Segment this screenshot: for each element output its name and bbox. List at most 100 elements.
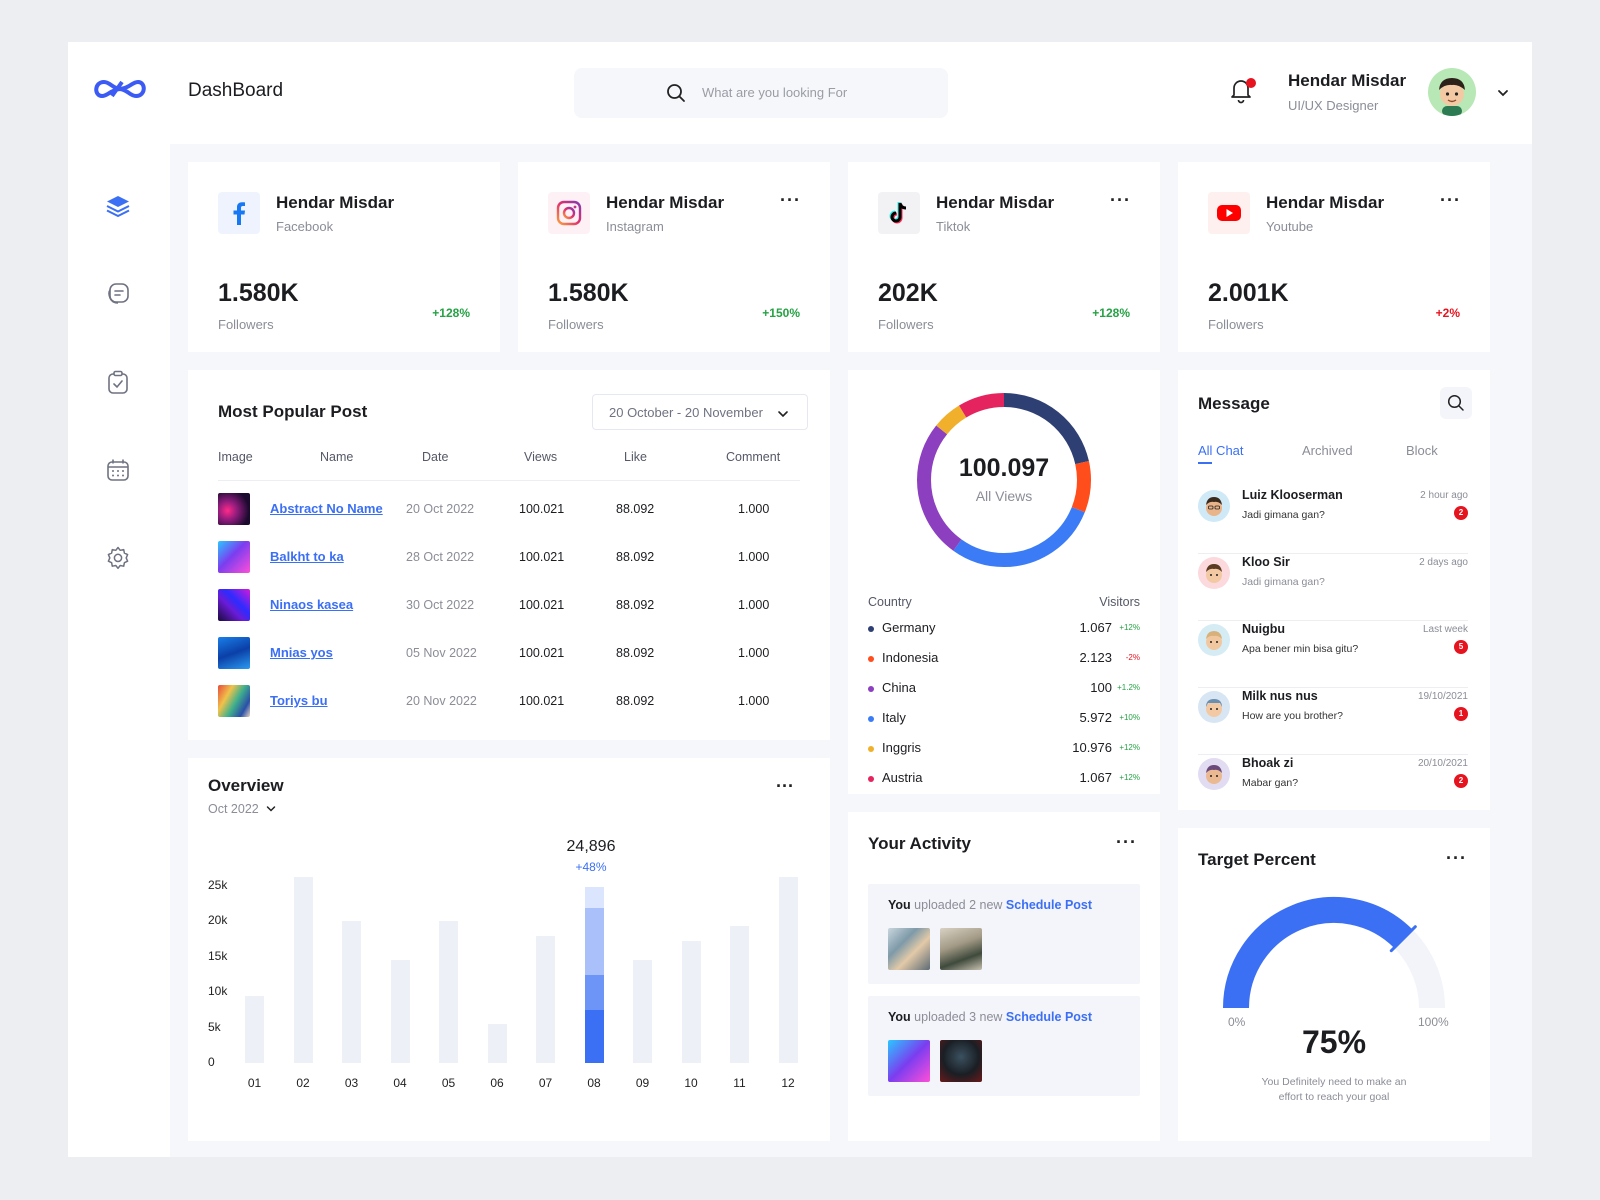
schedule-post-link[interactable]: Schedule Post: [1005, 898, 1093, 912]
activity-photo[interactable]: [940, 1040, 982, 1082]
tab-block[interactable]: Block: [1406, 443, 1438, 458]
bar-02[interactable]: [293, 877, 313, 1063]
y-tick-label: 10k: [208, 984, 228, 999]
more-options-icon[interactable]: ···: [780, 190, 801, 210]
calendar-icon[interactable]: [102, 454, 134, 486]
tab-all-chat[interactable]: All Chat: [1198, 443, 1244, 458]
message-item[interactable]: Bhoak zi Mabar gan? 20/10/2021 2: [1198, 756, 1468, 806]
avatar: [1198, 691, 1230, 723]
column-header-image: Image: [218, 450, 253, 464]
post-likes: 88.092: [616, 598, 655, 612]
message-item[interactable]: Luiz Klooserman Jadi gimana gan? 2 hour …: [1198, 488, 1468, 554]
chevron-down-icon[interactable]: [1496, 85, 1510, 103]
layers-icon[interactable]: [102, 190, 134, 222]
notification-bell-icon[interactable]: [1229, 76, 1253, 109]
column-header-views: Views: [524, 450, 558, 464]
x-tick-label: 04: [393, 1076, 407, 1090]
post-comments: 1.000: [738, 598, 770, 612]
post-name-link[interactable]: Mnias yos: [270, 645, 333, 660]
bar-09[interactable]: [633, 960, 652, 1063]
brand-logo[interactable]: [92, 76, 148, 107]
more-options-icon[interactable]: ···: [1116, 832, 1137, 852]
more-options-icon[interactable]: ···: [1110, 190, 1131, 210]
legend-dot: [868, 656, 874, 662]
message-time: Last week: [1422, 624, 1468, 635]
search-bar[interactable]: What are you looking For: [574, 68, 948, 118]
message-item[interactable]: Kloo Sir Jadi gimana gan? 2 days ago: [1198, 555, 1468, 621]
message-preview: How are you brother?: [1242, 710, 1343, 722]
bar-03[interactable]: [342, 921, 361, 1063]
bar-05[interactable]: [439, 921, 458, 1063]
message-item[interactable]: Milk nus nus How are you brother? 19/10/…: [1198, 689, 1468, 755]
avatar[interactable]: [1428, 68, 1476, 116]
gauge-max-label: 100%: [1418, 1015, 1449, 1029]
activity-item[interactable]: You uploaded 3 new Schedule Post: [868, 996, 1140, 1096]
period-label: Oct 2022: [208, 802, 259, 816]
country-visitors: 10.976: [1072, 740, 1112, 755]
activity-photo[interactable]: [888, 928, 930, 970]
bar-10[interactable]: [681, 941, 701, 1063]
date-range-picker[interactable]: 20 October - 20 November: [592, 394, 808, 430]
column-header-comment: Comment: [726, 450, 781, 464]
legend-dot: [868, 626, 874, 632]
bar-04[interactable]: [390, 960, 410, 1063]
post-name-link[interactable]: Ninaos kasea: [270, 597, 354, 612]
x-tick-label: 12: [781, 1076, 795, 1090]
target-note-line2: effort to reach your goal: [1278, 1091, 1390, 1103]
period-dropdown[interactable]: Oct 2022: [208, 802, 276, 816]
post-date: 20 Oct 2022: [406, 502, 475, 516]
more-options-icon[interactable]: ···: [776, 776, 794, 796]
message-sender: Milk nus nus: [1242, 689, 1318, 703]
bar-06[interactable]: [487, 1024, 507, 1063]
settings-gear-icon[interactable]: [102, 542, 134, 574]
chat-sticker-icon[interactable]: [102, 278, 134, 310]
social-card-youtube: Hendar Misdar Youtube ··· 2.001K Followe…: [1178, 162, 1490, 352]
social-platform: Facebook: [276, 219, 334, 234]
activity-photo[interactable]: [940, 928, 982, 970]
message-card: Message All Chat Archived Block Luiz Klo…: [1178, 370, 1490, 810]
message-item[interactable]: Nuigbu Apa bener min bisa gitu? Last wee…: [1198, 622, 1468, 688]
post-name-link[interactable]: Balkht to ka: [270, 549, 344, 564]
legend-dot: [868, 716, 874, 722]
country-change: +12%: [1119, 773, 1140, 782]
post-likes: 88.092: [616, 694, 655, 708]
bar-12[interactable]: [778, 877, 798, 1063]
bar-11[interactable]: [730, 926, 749, 1063]
column-header-like: Like: [624, 450, 647, 464]
more-options-icon[interactable]: ···: [1446, 848, 1467, 868]
post-thumbnail: [218, 637, 250, 669]
activity-item[interactable]: You uploaded 2 new Schedule Post: [868, 884, 1140, 984]
message-search-button[interactable]: [1440, 387, 1472, 419]
post-name-link[interactable]: Abstract No Name: [270, 501, 383, 516]
x-tick-label: 07: [538, 1076, 553, 1090]
schedule-post-link[interactable]: Schedule Post: [1005, 1010, 1093, 1024]
y-tick-label: 15k: [208, 948, 228, 963]
country-row: Italy 5.972 +10%: [868, 710, 1140, 730]
notification-dot: [1246, 78, 1256, 88]
search-icon: [666, 83, 686, 108]
y-tick-label: 0: [208, 1055, 215, 1069]
overview-card: Overview Oct 2022 ··· 24,896 +48% 25k 20k…: [188, 758, 830, 1141]
country-name: Germany: [882, 620, 936, 635]
highlight-change: +48%: [575, 860, 607, 874]
country-row: China 100 +1.2%: [868, 680, 1140, 700]
clipboard-check-icon[interactable]: [102, 366, 134, 398]
bar-07[interactable]: [536, 935, 555, 1063]
bar-08[interactable]: [584, 886, 604, 1063]
more-options-icon[interactable]: ···: [1440, 190, 1461, 210]
message-time: 2 days ago: [1419, 557, 1468, 568]
x-tick-label: 09: [635, 1076, 650, 1090]
search-input[interactable]: What are you looking For: [702, 85, 848, 100]
target-percent-value: 75%: [1301, 1024, 1367, 1060]
activity-photo[interactable]: [888, 1040, 930, 1082]
table-divider: [218, 480, 800, 481]
total-views-value: 100.097: [958, 454, 1050, 482]
bar-01[interactable]: [245, 995, 264, 1063]
target-title: Target Percent: [1198, 850, 1316, 869]
tab-archived[interactable]: Archived: [1302, 443, 1353, 458]
target-gauge: [1223, 897, 1445, 1009]
active-tab-indicator: [1198, 462, 1212, 464]
post-name-link[interactable]: Toriys bu: [270, 693, 328, 708]
total-views-label: All Views: [975, 488, 1033, 504]
country-change: +1.2%: [1117, 683, 1140, 692]
